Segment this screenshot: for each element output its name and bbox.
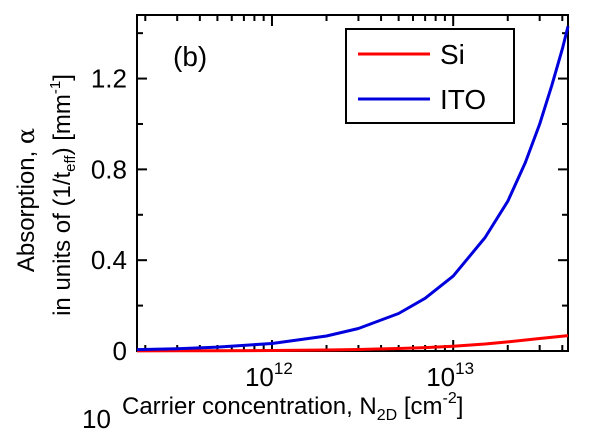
x-tick-label: 1013 xyxy=(426,359,474,392)
y-axis-title-line2: in units of (1/teff) [mm-1] xyxy=(47,74,79,316)
y-tick-label: 1.2 xyxy=(91,64,127,94)
y-axis-title-line1: Absorption, α xyxy=(12,128,40,272)
series-line-si xyxy=(136,334,569,353)
x-tick-label: 1012 xyxy=(245,359,293,392)
stray-text: 10 xyxy=(82,408,111,430)
y-tick-label: 0.4 xyxy=(91,245,127,275)
series-line-ito xyxy=(136,26,570,352)
y-tick-label: 0 xyxy=(113,336,127,366)
panel-label: (b) xyxy=(173,41,207,72)
x-axis-title: Carrier concentration, N2D [cm-2] xyxy=(122,390,463,424)
legend-label-si: Si xyxy=(440,39,465,70)
legend-label-ito: ITO xyxy=(440,84,486,115)
y-axis-ticks: 0 0.4 0.8 1.2 xyxy=(91,32,568,366)
series-lines xyxy=(136,26,570,353)
y-tick-label: 0.8 xyxy=(91,154,127,184)
legend-box xyxy=(345,28,515,124)
legend: Si ITO xyxy=(345,28,515,124)
